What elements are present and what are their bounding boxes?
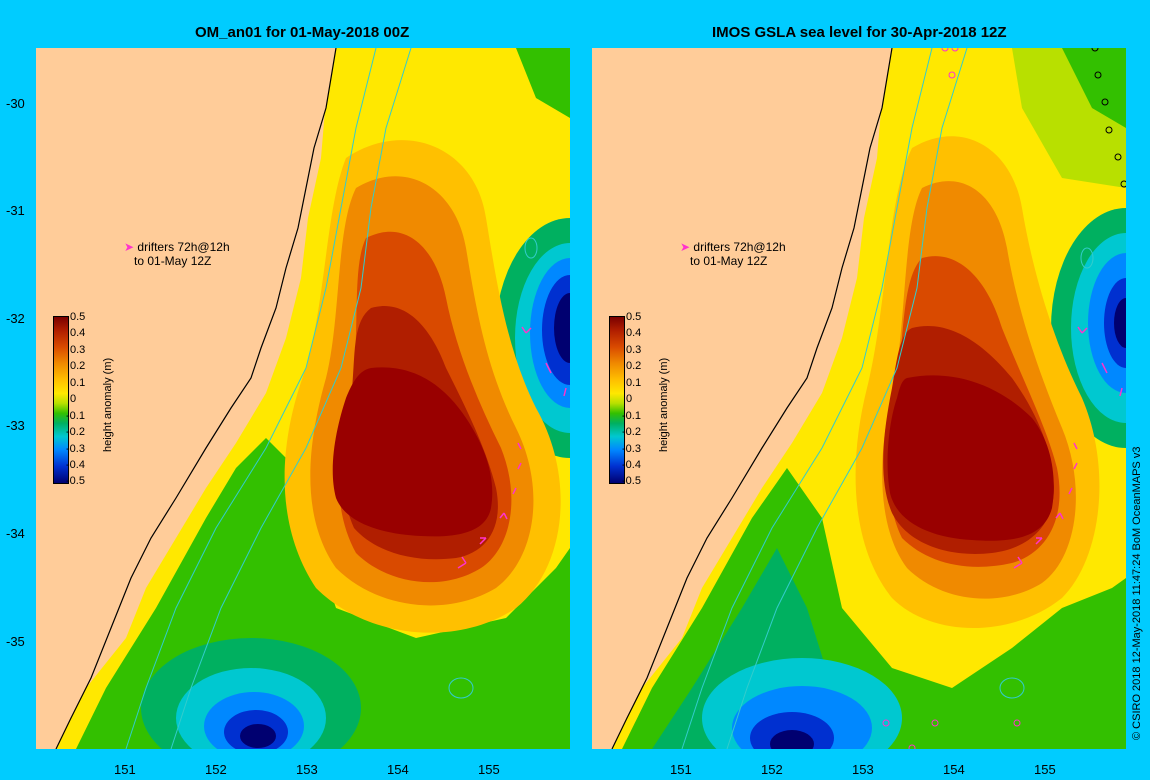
x-tick: 154 bbox=[387, 762, 409, 777]
left-panel-title: OM_an01 for 01-May-2018 00Z bbox=[195, 24, 410, 41]
right-sea-level-field bbox=[592, 48, 1126, 749]
left-sea-level-field bbox=[36, 48, 570, 749]
y-tick: -33 bbox=[6, 418, 25, 433]
drifter-legend-arrow-icon: ➤ bbox=[680, 240, 691, 254]
colorbar-label: 0.4 bbox=[626, 327, 642, 339]
colorbar-label: 0.1 bbox=[626, 377, 642, 389]
x-tick: 154 bbox=[943, 762, 965, 777]
colorbar-label: -0.3 bbox=[66, 443, 85, 455]
right-panel-title: IMOS GSLA sea level for 30-Apr-2018 12Z bbox=[712, 24, 1007, 41]
x-tick: 151 bbox=[670, 762, 692, 777]
drifter-arrows bbox=[457, 326, 567, 569]
isobath-lines bbox=[125, 48, 377, 749]
colorbar-label: 0.5 bbox=[70, 311, 86, 323]
colorbar bbox=[53, 316, 69, 484]
right-drifter-note: ➤ drifters 72h@12h to 01-May 12Z bbox=[680, 240, 786, 268]
colorbar-label: -0.5 bbox=[66, 475, 85, 487]
altimeter-track-points-black bbox=[1091, 48, 1126, 188]
colorbar-label: -0.3 bbox=[622, 443, 641, 455]
colorbar-label: -0.4 bbox=[622, 459, 641, 471]
y-tick: -31 bbox=[6, 203, 25, 218]
colorbar-label: 0.3 bbox=[70, 344, 86, 356]
drifter-note-line2: to 01-May 12Z bbox=[134, 254, 212, 268]
x-tick: 153 bbox=[852, 762, 874, 777]
x-tick: 155 bbox=[478, 762, 500, 777]
colorbar-label: -0.2 bbox=[66, 426, 85, 438]
y-tick: -35 bbox=[6, 634, 25, 649]
drifter-arrows bbox=[1013, 326, 1123, 569]
y-tick: -30 bbox=[6, 96, 25, 111]
x-tick: 152 bbox=[761, 762, 783, 777]
colorbar-title: height anomaly (m) bbox=[102, 357, 114, 452]
left-drifter-note: ➤ drifters 72h@12h to 01-May 12Z bbox=[124, 240, 230, 268]
colorbar-label: 0.1 bbox=[70, 377, 86, 389]
drifter-note-line2: to 01-May 12Z bbox=[690, 254, 768, 268]
colorbar-label: 0 bbox=[626, 393, 633, 405]
altimeter-track-points bbox=[882, 48, 1021, 749]
colorbar-label: -0.5 bbox=[622, 475, 641, 487]
x-tick: 155 bbox=[1034, 762, 1056, 777]
copyright-credit: © CSIRO 2018 12-May-2018 11:47:24 BoM Oc… bbox=[1131, 446, 1143, 740]
colorbar bbox=[609, 316, 625, 484]
x-tick: 151 bbox=[114, 762, 136, 777]
colorbar-label: -0.1 bbox=[66, 410, 85, 422]
coastline-land bbox=[592, 48, 892, 749]
left-map-panel[interactable]: ➤ drifters 72h@12h to 01-May 12Z bbox=[36, 48, 570, 749]
y-tick: -32 bbox=[6, 311, 25, 326]
colorbar-label: 0.2 bbox=[70, 360, 86, 372]
colorbar-label: 0.5 bbox=[626, 311, 642, 323]
colorbar-label: 0.2 bbox=[626, 360, 642, 372]
x-tick: 153 bbox=[296, 762, 318, 777]
colorbar-label: -0.2 bbox=[622, 426, 641, 438]
colorbar-label: 0.3 bbox=[626, 344, 642, 356]
x-tick: 152 bbox=[205, 762, 227, 777]
drifter-legend-arrow-icon: ➤ bbox=[124, 240, 135, 254]
drifter-note-line1: drifters 72h@12h bbox=[693, 240, 786, 254]
colorbar-label: 0.4 bbox=[70, 327, 86, 339]
colorbar-label: -0.1 bbox=[622, 410, 641, 422]
drifter-note-line1: drifters 72h@12h bbox=[137, 240, 230, 254]
colorbar-label: 0 bbox=[70, 393, 77, 405]
y-tick: -34 bbox=[6, 526, 25, 541]
colorbar-title: height anomaly (m) bbox=[658, 357, 670, 452]
coastline-land bbox=[36, 48, 336, 749]
right-map-panel[interactable]: ➤ drifters 72h@12h to 01-May 12Z bbox=[592, 48, 1126, 749]
colorbar-label: -0.4 bbox=[66, 459, 85, 471]
